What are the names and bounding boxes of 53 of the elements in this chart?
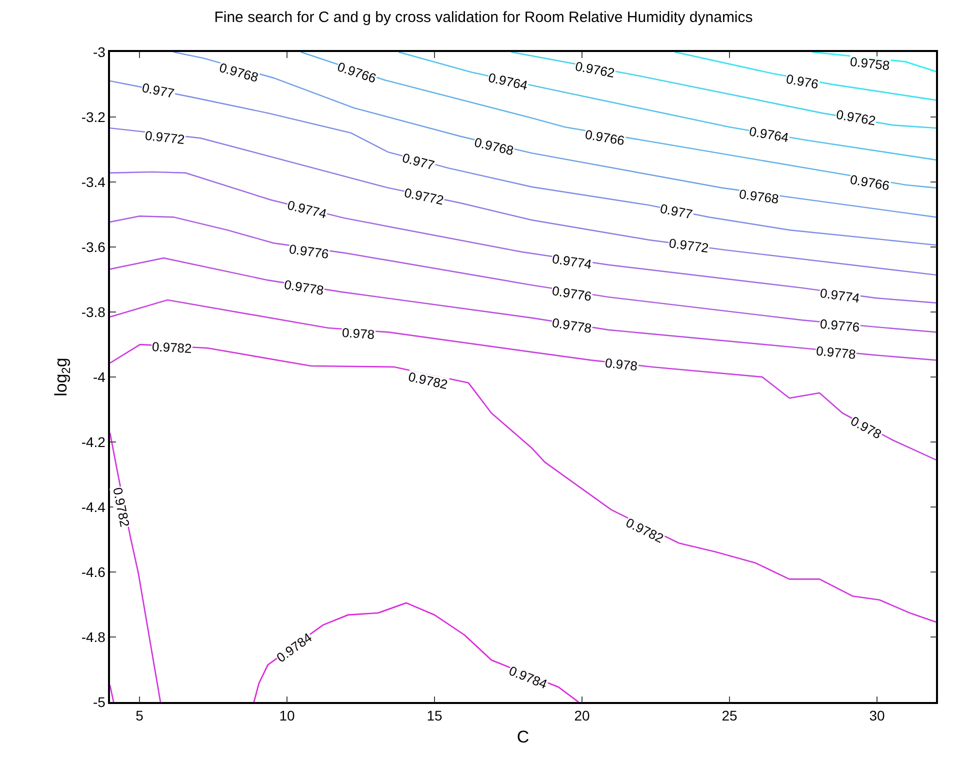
y-tick-label: -3 [92,44,106,60]
x-axis-title: C [516,727,530,746]
annotation: 0.9774 [551,251,593,272]
annotation: 0.9774 [286,197,328,222]
annotation: 0.9782 [152,338,192,356]
annotation: 0.976 [784,71,820,92]
y-tick-label: -3.6 [81,238,106,255]
y-tick-label: -5 [92,694,106,710]
annotation: 0.9768 [218,60,260,86]
annotation: 0.9776 [551,283,593,304]
y-tick-label: -4.2 [81,434,106,450]
y-tick-label: -4 [92,368,106,385]
annotation: 0.9768 [738,186,780,207]
x-tick-label: 10 [279,708,295,724]
annotation: 0.978 [604,355,638,374]
annotation: 0.9774 [819,285,861,306]
annotation: 0.978 [341,324,376,342]
annotation: 0.9762 [835,106,877,128]
y-tick-label: -4.8 [81,628,106,645]
annotation: 0.9772 [144,128,186,148]
chart-title: Fine search for C and g by cross validation for Room Relative Humidity dynamics [214,9,753,26]
annotation: 0.9778 [283,276,325,298]
annotation: 0.9764 [748,124,790,146]
annotation: 0.9766 [848,172,891,194]
annotation: 0.9768 [472,134,516,158]
y-tick-label: -4.4 [81,498,106,515]
x-tick-label: 15 [426,708,442,724]
annotation: 0.9772 [402,184,445,208]
x-tick-label: 25 [722,708,738,724]
x-tick-label: 5 [136,708,144,724]
annotation: 0.9784 [506,662,550,692]
x-tick-label: 30 [869,708,885,724]
annotation: 0.9766 [336,59,378,86]
y-tick-label: -4.6 [81,564,106,580]
annotation: 0.9782 [406,369,449,392]
annotation: 0.9778 [815,343,856,362]
y-tick-label: -3.4 [81,174,106,190]
y-tick-label: -3.2 [81,108,106,125]
x-tick-label: 20 [574,708,590,724]
annotation: 0.9766 [584,126,626,148]
annotation: 0.9772 [668,235,710,256]
annotation: 0.9782 [110,486,133,528]
annotation: 0.9758 [849,54,890,74]
annotation: 0.977 [658,200,694,222]
annotation: 0.977 [140,80,176,101]
annotation: 0.9776 [288,241,330,262]
annotation: 0.9762 [574,58,616,81]
annotation: 0.9776 [819,316,860,335]
annotation: 0.9778 [551,315,593,336]
annotation: 0.977 [400,150,436,173]
annotation: 0.9764 [486,70,529,93]
annotation: 0.978 [848,413,884,442]
y-tick-label: -3.8 [81,304,106,320]
